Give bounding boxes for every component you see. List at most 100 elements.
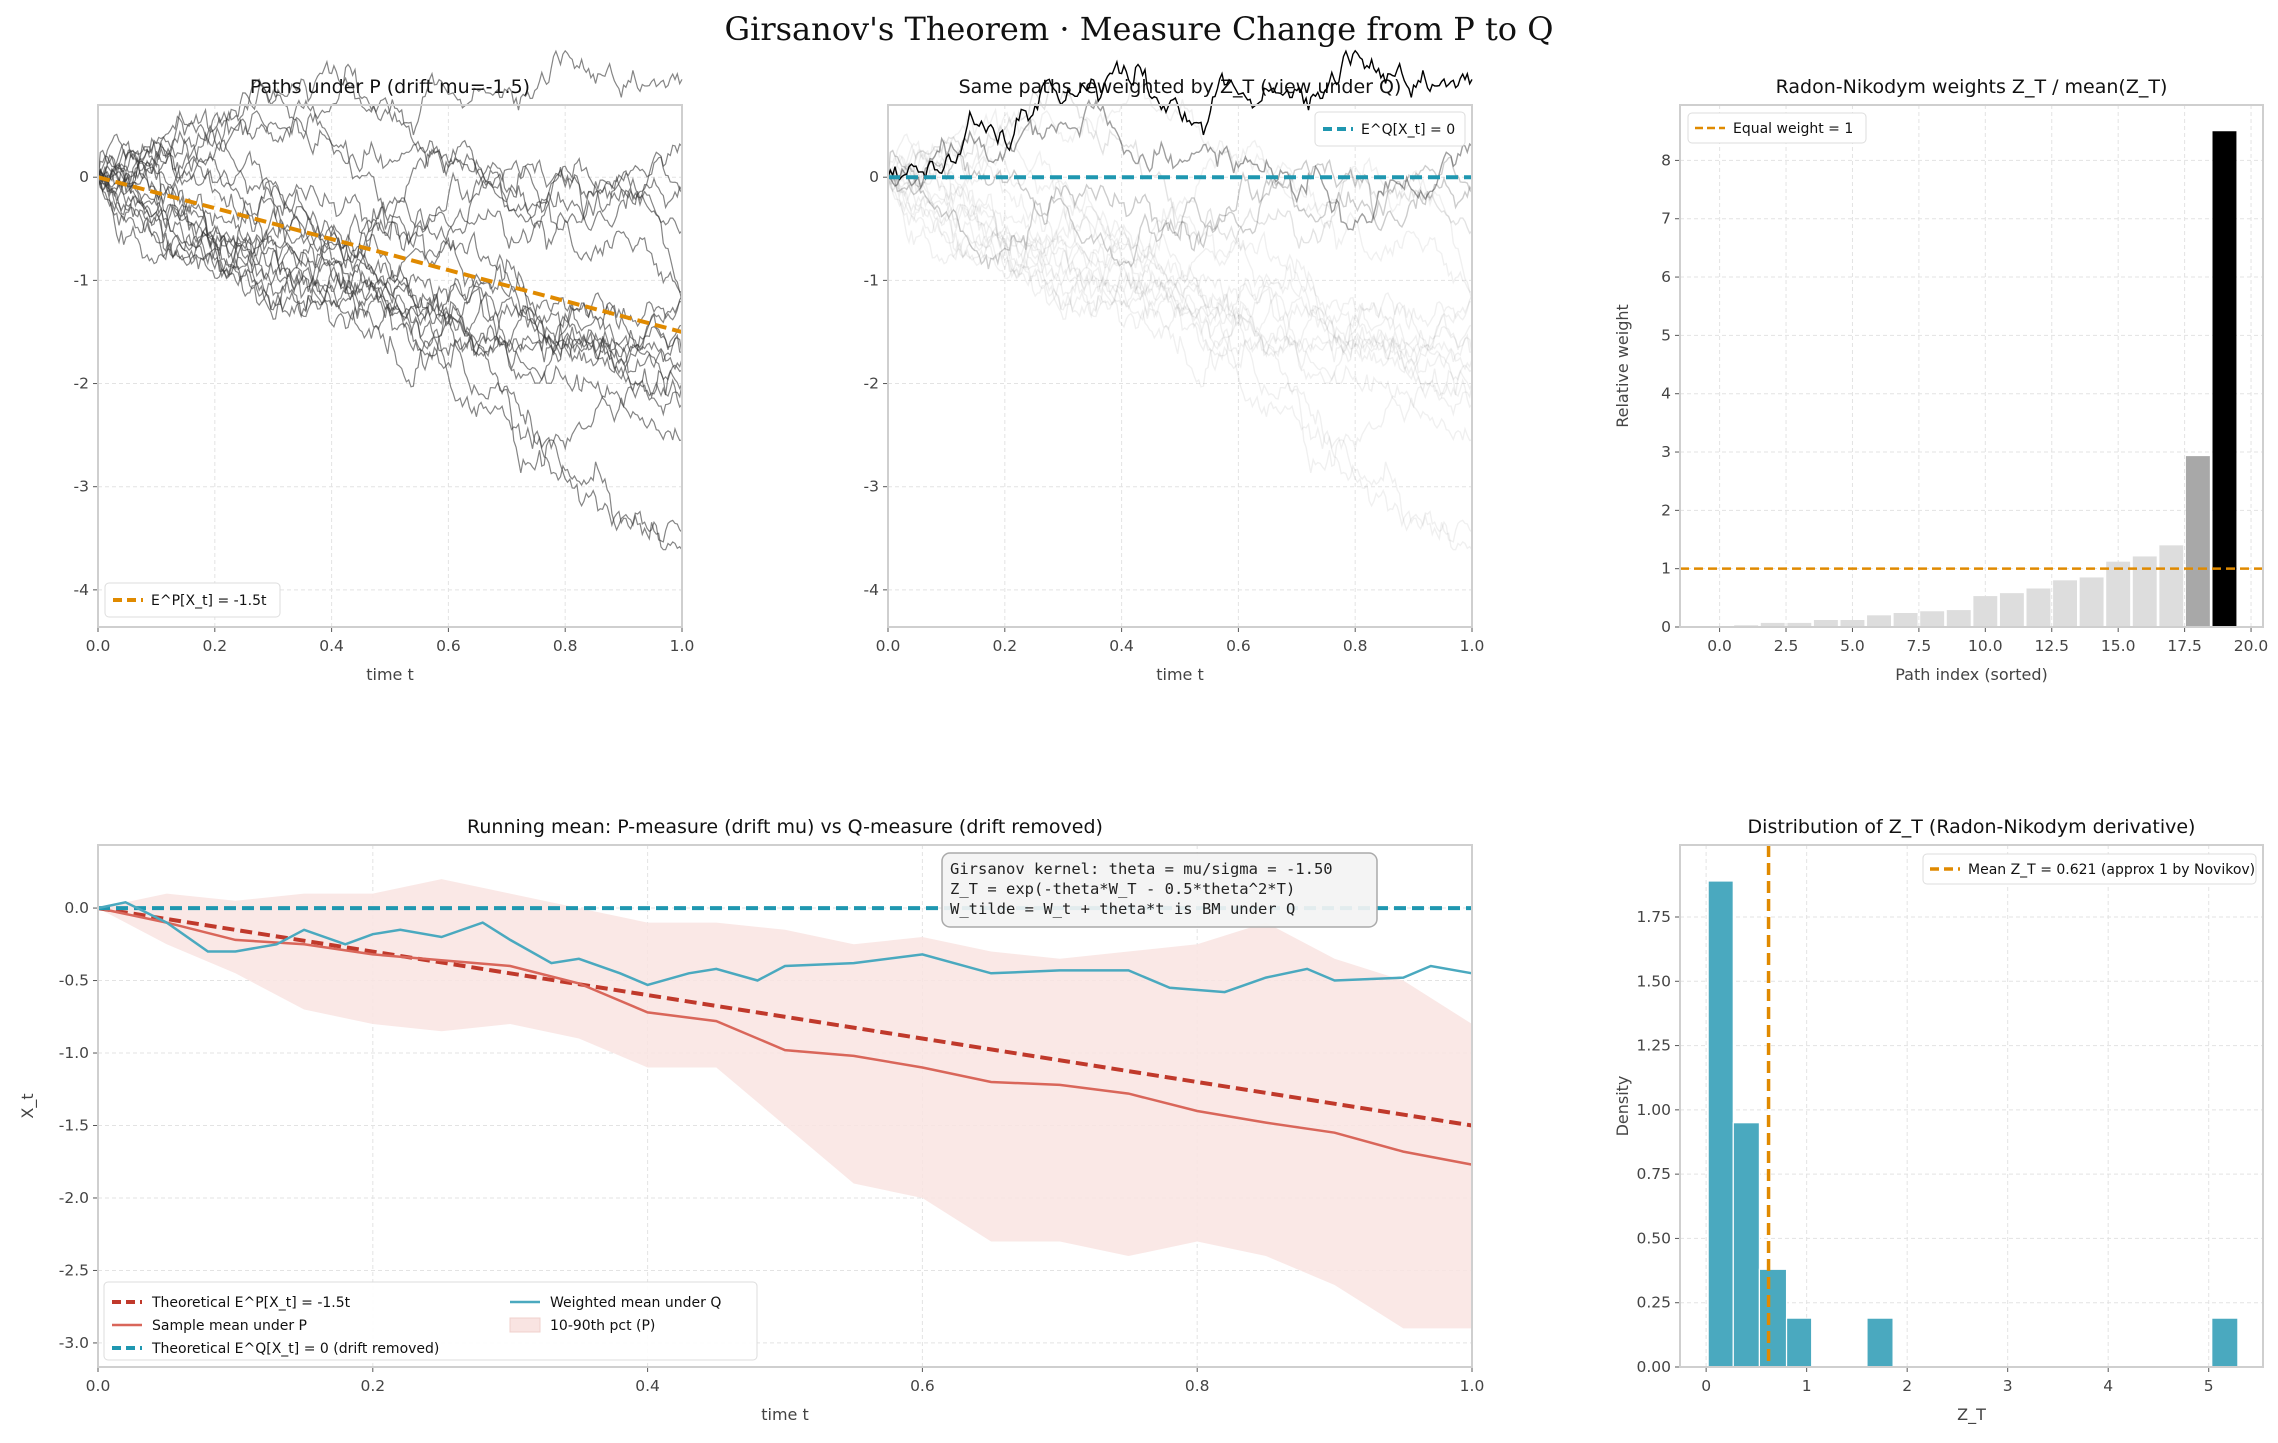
x-tick-label: 0.0: [86, 637, 111, 655]
simulated-path: [97, 176, 683, 551]
x-axis-label: time t: [366, 665, 414, 684]
axes-frame: [97, 844, 1473, 1368]
histogram-bar: [1758, 1268, 1788, 1368]
histogram-bar: [1707, 880, 1734, 1368]
legend: Equal weight = 1: [1687, 112, 1867, 144]
x-tick-label: 0.0: [86, 1377, 111, 1395]
y-tick-label: 0.0: [64, 899, 89, 917]
x-tick-label: 17.5: [2167, 637, 2202, 655]
simulated-path: [97, 148, 683, 302]
x-tick-label: 0.4: [1109, 637, 1134, 655]
y-tick-label: -3: [74, 478, 89, 496]
weight-bar: [1893, 613, 1918, 627]
legend-label: Weighted mean under Q: [550, 1295, 721, 1311]
simulated-path: [97, 76, 683, 293]
y-tick-label: 6: [1661, 268, 1671, 286]
axes-frame: [1679, 844, 2264, 1368]
legend: E^Q[X_t] = 0: [1314, 111, 1466, 147]
panel-title: Distribution of Z_T (Radon-Nikodym deriv…: [1748, 816, 2196, 838]
y-tick-label: 0.50: [1636, 1229, 1671, 1247]
legend-label: Sample mean under P: [152, 1318, 307, 1334]
figure-title: Girsanov's Theorem · Measure Change from…: [725, 10, 1554, 48]
x-tick-label: 0.6: [910, 1377, 935, 1395]
legend: E^P[X_t] = -1.5t: [104, 582, 281, 618]
reweighted-path: [887, 148, 1473, 302]
reweighted-path: [887, 153, 1473, 252]
zt-distribution-panel: Distribution of Z_T (Radon-Nikodym deriv…: [1613, 816, 2264, 1425]
simulated-path: [97, 142, 683, 399]
y-tick-label: 0.75: [1636, 1165, 1671, 1183]
y-tick-label: -2.5: [59, 1261, 89, 1279]
y-tick-label: -2: [74, 375, 89, 393]
legend-box: [104, 582, 281, 618]
legend: Mean Z_T = 0.621 (approx 1 by Novikov): [1922, 853, 2257, 885]
y-tick-label: -1.5: [59, 1116, 89, 1134]
y-tick-label: 2: [1661, 501, 1671, 519]
reweighted-path: [887, 156, 1473, 363]
legend-label: E^Q[X_t] = 0: [1361, 122, 1455, 138]
legend-label: E^P[X_t] = -1.5t: [151, 593, 267, 609]
reweighted-path: [887, 140, 1473, 371]
reweighted-path: [887, 149, 1473, 270]
weights-bar-panel: Radon-Nikodym weights Z_T / mean(Z_T) 0.0…: [1613, 76, 2268, 684]
histogram-bar: [1785, 1317, 1813, 1368]
reweighted-path: [887, 176, 1473, 551]
y-tick-label: -4: [864, 581, 879, 599]
x-tick-label: 5: [2204, 1377, 2214, 1395]
y-tick-label: 4: [1661, 385, 1671, 403]
weight-bar: [2026, 588, 2051, 627]
x-tick-label: 0.0: [876, 637, 901, 655]
running-mean-panel: Running mean: P-measure (drift mu) vs Q-…: [18, 816, 1484, 1424]
legend-box: [1687, 112, 1867, 144]
legend: Theoretical E^P[X_t] = -1.5t Sample mean …: [103, 1281, 758, 1361]
histogram-bar: [2211, 1317, 2239, 1368]
x-tick-label: 2: [1902, 1377, 1912, 1395]
y-tick-label: -0.5: [59, 972, 89, 990]
x-tick-label: 7.5: [1907, 637, 1932, 655]
y-tick-label: -3: [864, 478, 879, 496]
x-tick-label: 5.0: [1840, 637, 1865, 655]
legend-box: [1314, 111, 1466, 147]
reweighted-path: [887, 141, 1473, 399]
y-tick-label: -4: [74, 581, 89, 599]
weighted-mean-line: [97, 900, 1473, 994]
weight-bar: [1867, 615, 1891, 627]
axes-frame: [1679, 104, 2264, 628]
simulated-path: [97, 153, 683, 252]
x-tick-label: 0.8: [1343, 637, 1368, 655]
axes-frame: [97, 104, 683, 628]
x-tick-label: 0: [1701, 1377, 1711, 1395]
reweighted-path: [887, 176, 1473, 371]
weight-bar: [2132, 556, 2157, 627]
simulated-path: [97, 164, 683, 381]
reweighted-path: [887, 154, 1473, 360]
x-tick-label: 1: [1802, 1377, 1812, 1395]
paths-under-p-panel: Paths under P (drift mu=-1.5) 0.0 0.2 0.4 0.…: [74, 49, 694, 684]
y-tick-label: 0: [1661, 618, 1671, 636]
legend-label: 10-90th pct (P): [550, 1318, 655, 1334]
simulated-path: [97, 168, 683, 442]
girsanov-annotation: Girsanov kernel: theta = mu/sigma = -1.5…: [941, 852, 1378, 928]
weight-bar: [2159, 545, 2184, 627]
y-tick-label: 0.00: [1636, 1358, 1671, 1376]
y-tick-label: -1.0: [59, 1044, 89, 1062]
legend-label: Mean Z_T = 0.621 (approx 1 by Novikov): [1968, 862, 2255, 878]
x-tick-label: 0.2: [992, 637, 1017, 655]
y-tick-label: 5: [1661, 326, 1671, 344]
simulated-path: [97, 49, 683, 181]
reweighted-paths-panel: Same paths reweighted by Z_T (view under…: [864, 49, 1484, 684]
y-axis-label: X_t: [18, 1093, 38, 1118]
x-tick-label: 0.2: [360, 1377, 385, 1395]
reweighted-path: [887, 164, 1473, 381]
legend-box: [103, 1281, 758, 1361]
legend-swatch: [509, 1317, 541, 1333]
reweighted-path: [887, 83, 1473, 249]
y-tick-label: 1.25: [1636, 1037, 1671, 1055]
x-tick-label: 15.0: [2101, 637, 2136, 655]
annotation-line: W_tilde = W_t + theta*t is BM under Q: [950, 900, 1295, 918]
simulated-path: [97, 177, 683, 371]
y-tick-label: 3: [1661, 443, 1671, 461]
panel-title: Radon-Nikodym weights Z_T / mean(Z_T): [1776, 76, 2168, 98]
x-tick-label: 0.6: [1226, 637, 1251, 655]
y-axis-label: Density: [1613, 1076, 1632, 1137]
